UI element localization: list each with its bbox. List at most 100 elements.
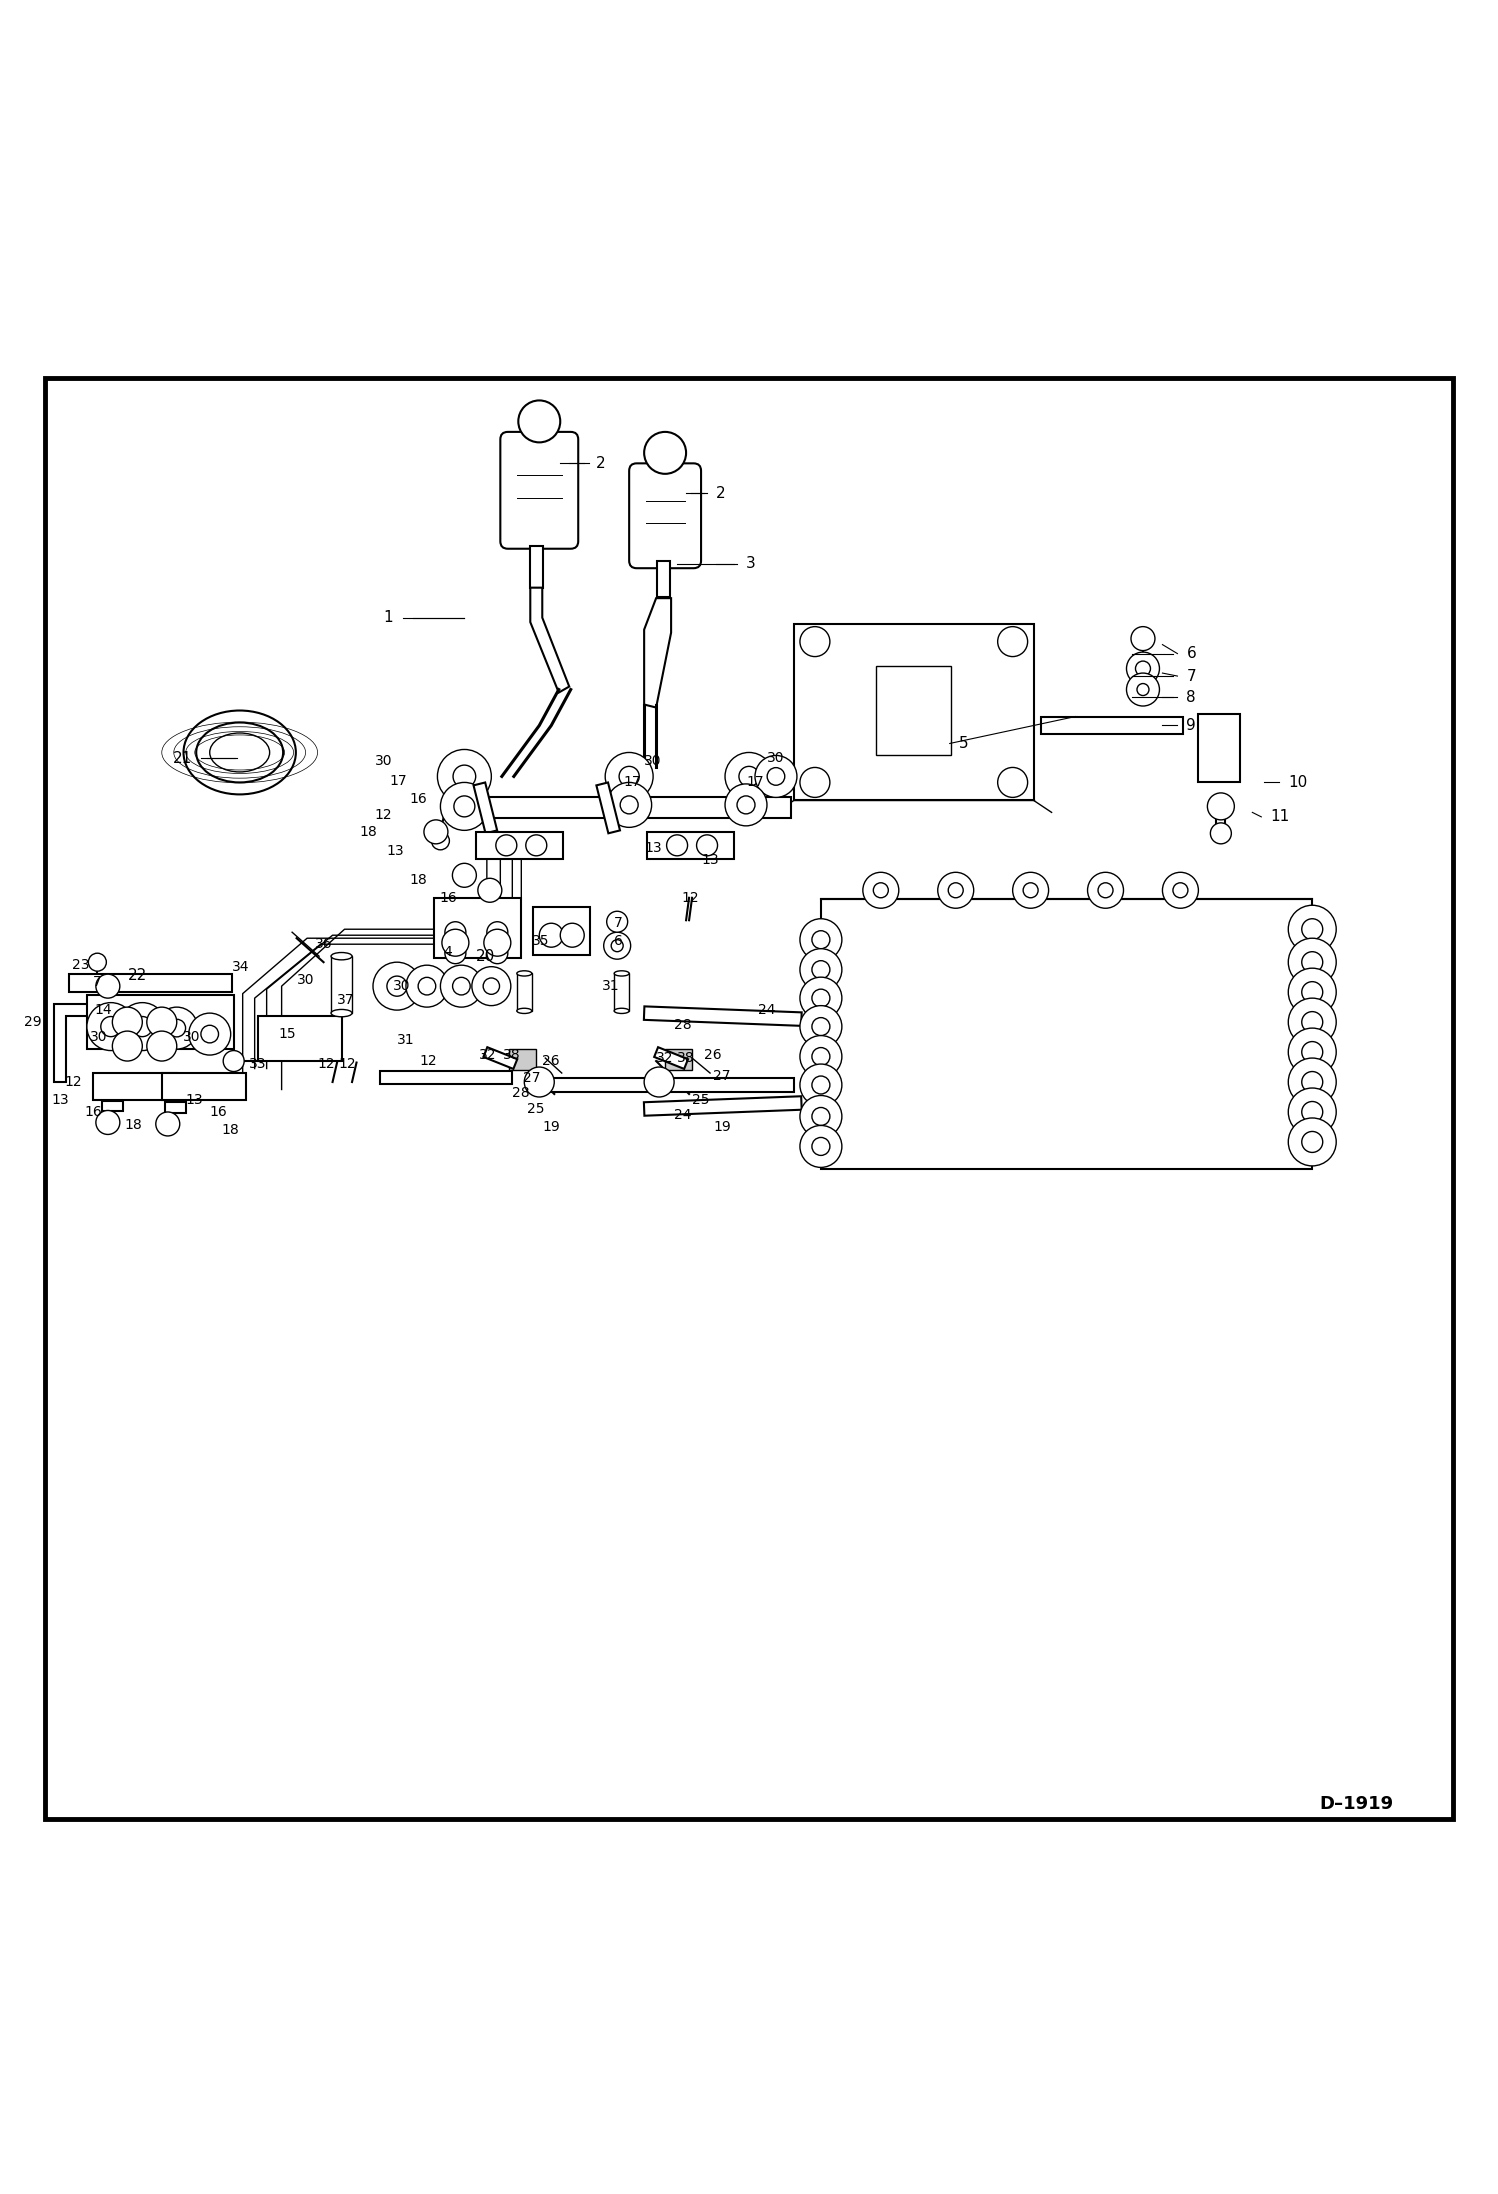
Circle shape [1210,823,1231,845]
Text: 3: 3 [746,557,756,570]
Bar [93,1073,177,1099]
Text: 1: 1 [383,610,392,625]
Text: 27: 27 [713,1068,731,1084]
Circle shape [1302,1011,1323,1033]
Text: 13: 13 [644,840,662,856]
Polygon shape [644,1007,801,1027]
Circle shape [812,1108,830,1126]
Circle shape [484,930,511,957]
Circle shape [1126,674,1159,706]
Circle shape [812,1075,830,1095]
Bar [434,897,521,959]
Text: 2: 2 [596,456,605,472]
Text: 12: 12 [374,807,392,823]
Polygon shape [536,1077,650,1093]
Circle shape [96,1110,120,1134]
Text: 16: 16 [210,1106,228,1119]
Circle shape [87,1003,135,1051]
Text: 33: 33 [249,1058,267,1071]
Polygon shape [659,1077,794,1093]
Circle shape [112,1007,142,1038]
Polygon shape [484,1047,517,1068]
Text: 6: 6 [1186,645,1197,660]
Text: 24: 24 [758,1003,776,1018]
Circle shape [800,976,842,1018]
Ellipse shape [517,1009,532,1014]
Text: 18: 18 [124,1119,142,1132]
Circle shape [755,755,797,796]
Polygon shape [102,1101,123,1110]
Text: 30: 30 [90,1029,108,1044]
Text: 10: 10 [1288,774,1308,790]
Circle shape [445,921,466,943]
Bar [517,974,532,1011]
Circle shape [1302,1101,1323,1123]
Circle shape [223,1051,244,1071]
Circle shape [442,930,469,957]
Circle shape [524,1066,554,1097]
Circle shape [607,911,628,932]
Circle shape [440,783,488,829]
Bar [331,957,352,1014]
Circle shape [1088,873,1124,908]
Text: 26: 26 [704,1049,722,1062]
Circle shape [800,627,830,656]
Text: 12: 12 [682,891,700,904]
Circle shape [1207,792,1234,821]
Polygon shape [54,1005,129,1082]
Bar [509,1049,536,1071]
Text: 12: 12 [339,1058,357,1071]
Circle shape [697,836,718,856]
Bar [258,1016,342,1062]
Circle shape [132,1016,153,1036]
Text: 17: 17 [746,774,764,790]
Text: 4: 4 [443,946,452,959]
Circle shape [373,963,421,1009]
Circle shape [147,1031,177,1062]
Circle shape [863,873,899,908]
Text: 22: 22 [127,968,147,983]
Circle shape [1288,998,1336,1047]
Circle shape [487,943,508,963]
Text: 25: 25 [692,1093,710,1108]
Bar [476,832,563,858]
Circle shape [620,796,638,814]
Circle shape [611,939,623,952]
Ellipse shape [183,711,297,794]
Circle shape [1288,1119,1336,1165]
Text: 17: 17 [389,774,407,788]
Circle shape [812,989,830,1007]
Text: 7: 7 [1186,669,1195,685]
Ellipse shape [331,1009,352,1016]
Circle shape [96,974,120,998]
Circle shape [100,1016,121,1036]
Circle shape [812,1136,830,1156]
Text: 13: 13 [701,853,719,867]
Text: 9: 9 [1186,717,1197,733]
Bar [87,996,234,1049]
Circle shape [452,976,470,994]
Text: 24: 24 [674,1108,692,1121]
Text: 23: 23 [72,959,90,972]
Circle shape [156,1112,180,1136]
Circle shape [1302,1132,1323,1152]
Circle shape [386,976,407,996]
Text: 17: 17 [623,774,641,790]
Circle shape [812,961,830,979]
Polygon shape [656,562,671,597]
Text: 36: 36 [315,937,333,952]
Text: 35: 35 [532,935,550,948]
Circle shape [948,882,963,897]
Bar [821,900,1312,1169]
Circle shape [1162,873,1198,908]
Circle shape [201,1025,219,1042]
Circle shape [767,768,785,785]
Bar [647,832,734,858]
Circle shape [539,924,563,948]
Circle shape [431,832,449,849]
Circle shape [1023,882,1038,897]
Polygon shape [165,1101,186,1112]
Text: 5: 5 [959,735,968,750]
Text: 38: 38 [503,1049,521,1062]
Circle shape [1288,1029,1336,1075]
